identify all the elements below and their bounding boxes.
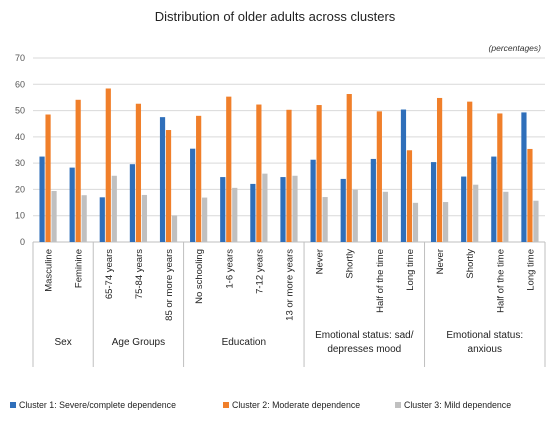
bar-2-3 [105, 88, 111, 243]
bar-1-3 [99, 197, 105, 242]
bar-3-4 [141, 194, 148, 242]
y-tick-label: 20 [15, 184, 25, 194]
group-label: Age Groups [112, 337, 165, 348]
bar-1-16 [491, 156, 497, 242]
category-label: Feminine [74, 249, 85, 288]
bar-2-9 [286, 109, 292, 242]
bar-3-15 [473, 184, 479, 242]
y-tick-label: 30 [15, 158, 25, 168]
bar-2-13 [406, 150, 413, 242]
bar-2-4 [135, 103, 142, 242]
y-axis-ticks: 0 10 20 30 40 50 60 70 [15, 53, 25, 247]
bar-3-5 [171, 215, 178, 242]
bar-2-10 [316, 105, 322, 243]
legend-swatch [10, 402, 16, 408]
y-tick-label: 50 [15, 106, 25, 116]
bar-1-14 [430, 162, 437, 242]
category-label: Long time [405, 249, 416, 291]
bar-2-11 [346, 94, 352, 242]
bar-3-3 [111, 175, 117, 242]
bar-1-11 [340, 178, 346, 242]
category-label: Masculine [44, 249, 55, 292]
bar-2-8 [256, 104, 262, 242]
bar-2-1 [45, 114, 51, 242]
category-label: Never [315, 249, 326, 274]
group-separators [32, 242, 546, 367]
legend: Cluster 1: Severe/complete dependence Clu… [10, 400, 511, 410]
bar-3-13 [412, 202, 419, 242]
bar-3-7 [232, 187, 238, 242]
category-label: Shortly [345, 249, 356, 279]
bar-1-4 [129, 164, 136, 242]
category-label: 85 or more years [164, 249, 175, 321]
bar-3-11 [352, 189, 358, 242]
bar-1-17 [521, 112, 527, 242]
bar-1-15 [461, 176, 467, 242]
legend-swatch [223, 402, 229, 408]
category-label: Never [435, 249, 446, 274]
category-label: 75-84 years [134, 249, 145, 299]
bars [39, 88, 539, 243]
bar-1-12 [370, 158, 376, 242]
bar-2-16 [497, 113, 503, 242]
y-tick-label: 10 [15, 211, 25, 221]
category-label: Long time [525, 249, 536, 291]
category-labels: Masculine Feminine 65-74 years 75-84 years 8… [44, 249, 537, 321]
bar-1-6 [190, 148, 196, 242]
chart-title: Distribution of older adults across clus… [155, 9, 396, 24]
group-labels: Sex Age Groups Education Emotional status: … [55, 330, 524, 355]
bar-2-14 [436, 97, 443, 242]
bar-1-8 [250, 183, 256, 242]
category-label: 7-12 years [254, 249, 265, 294]
bar-1-1 [39, 156, 45, 242]
bar-1-10 [310, 159, 316, 242]
bar-2-7 [226, 96, 232, 242]
legend-label: Cluster 2: Moderate dependence [232, 400, 360, 410]
group-label: anxious [468, 344, 502, 355]
y-tick-label: 40 [15, 132, 25, 142]
group-label: Education [222, 337, 266, 348]
legend-swatch [395, 402, 401, 408]
bar-1-13 [400, 109, 407, 243]
y-tick-label: 60 [15, 79, 25, 89]
category-label: Shortly [465, 249, 476, 279]
bar-3-6 [202, 197, 208, 242]
bar-3-8 [262, 173, 268, 242]
bar-1-5 [159, 117, 166, 242]
bar-3-2 [81, 195, 87, 242]
bar-3-10 [322, 197, 328, 242]
group-label: depresses mood [327, 344, 401, 355]
group-label: Emotional status: [446, 330, 523, 341]
bar-3-14 [442, 202, 449, 242]
group-label: Sex [55, 337, 72, 348]
bar-3-9 [292, 175, 298, 242]
bar-1-9 [280, 177, 286, 242]
bar-3-1 [51, 191, 57, 242]
category-label: Half of the time [495, 249, 506, 313]
legend-label: Cluster 3: Mild dependence [404, 400, 511, 410]
group-label: Emotional status: sad/ [315, 330, 414, 341]
bar-3-12 [382, 191, 388, 242]
category-label: No schooling [194, 249, 205, 304]
bar-2-5 [165, 130, 172, 242]
legend-label: Cluster 1: Severe/complete dependence [19, 400, 176, 410]
category-label: 65-74 years [104, 249, 115, 299]
category-label: 13 or more years [285, 249, 296, 321]
bar-2-15 [467, 101, 473, 243]
bar-2-2 [75, 99, 81, 243]
y-tick-label: 0 [20, 237, 25, 247]
bar-2-6 [196, 115, 202, 242]
category-label: Half of the time [375, 249, 386, 313]
unit-label: (percentages) [489, 43, 542, 53]
bar-2-17 [527, 148, 533, 242]
bar-1-2 [69, 167, 75, 242]
bar-2-12 [376, 111, 382, 242]
category-label: 1-6 years [224, 249, 235, 289]
bar-3-16 [503, 191, 509, 242]
bar-3-17 [533, 200, 539, 242]
bar-1-7 [220, 177, 226, 242]
y-tick-label: 70 [15, 53, 25, 63]
